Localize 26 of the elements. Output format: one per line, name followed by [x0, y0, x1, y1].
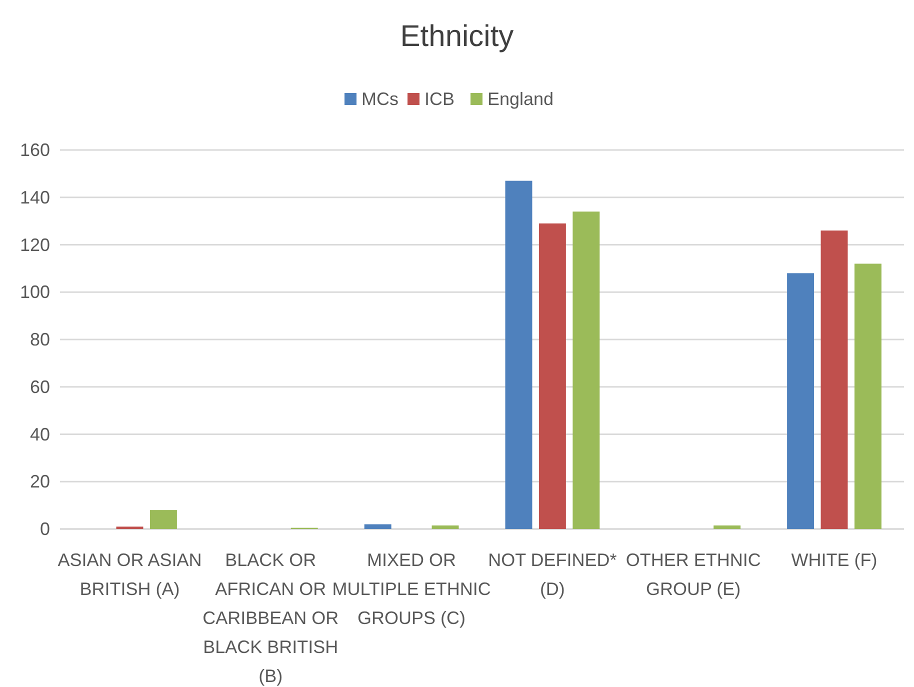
y-tick-label: 80	[30, 330, 50, 350]
y-tick-label: 140	[20, 187, 50, 208]
bar	[714, 525, 741, 529]
legend-label: ICB	[424, 89, 455, 109]
y-tick-label: 100	[20, 282, 50, 302]
bar	[820, 230, 848, 529]
bar	[854, 264, 882, 529]
bar	[432, 525, 459, 529]
y-tick-label: 0	[40, 519, 50, 539]
bar	[364, 524, 392, 529]
bar	[572, 212, 600, 529]
legend-label: England	[488, 89, 554, 109]
x-tick-label: ASIAN OR ASIAN BRITISH (A)	[58, 550, 202, 599]
y-tick-label: 120	[20, 234, 50, 255]
y-tick-label: 20	[30, 472, 50, 492]
x-tick-label: OTHER ETHNIC GROUP (E)	[626, 550, 761, 599]
bar	[538, 223, 566, 529]
x-tick-label: WHITE (F)	[791, 550, 878, 570]
chart-title: Ethnicity	[400, 20, 514, 53]
bar	[787, 273, 814, 529]
bar	[150, 510, 177, 529]
y-tick-label: 40	[30, 424, 50, 444]
bar	[505, 180, 532, 529]
y-tick-label: 160	[20, 140, 50, 160]
legend-label: MCs	[362, 89, 398, 109]
y-tick-label: 60	[30, 376, 50, 397]
